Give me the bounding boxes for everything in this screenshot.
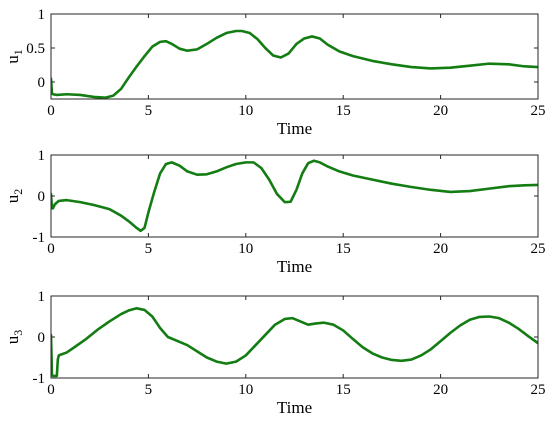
x-tick-label: 5 [145,382,153,398]
y-tick-label: 0 [38,75,46,91]
y-tick-label: 1 [38,289,46,305]
x-axis-label: Time [277,257,312,276]
y-axis-label: u3 [3,330,25,345]
x-tick-label: 0 [47,103,55,119]
x-axis-label: Time [277,119,312,138]
x-tick-label: 0 [47,382,55,398]
x-tick-label: 15 [336,103,351,119]
x-tick-label: 10 [238,382,253,398]
x-tick-label: 10 [238,241,253,257]
y-tick-label: -1 [33,230,46,246]
axes-frame [50,13,539,100]
y-axis-label: u1 [3,49,25,64]
series-line-1 [51,307,538,378]
x-tick-label: 20 [433,103,448,119]
series-line-1 [51,29,538,99]
y-tick-label: 1 [38,148,46,164]
y-tick-label: -1 [33,371,46,387]
x-tick-label: 5 [145,103,153,119]
subplot-1: 0 5 10 15 20 25 0 0.5 1 Time u1 [3,7,546,138]
y-axis-label: u2 [3,189,25,204]
x-tick-label: 10 [238,103,253,119]
x-tick-label: 5 [145,241,153,257]
x-tick-label: 20 [433,382,448,398]
series-line-1 [51,159,538,233]
x-tick-label: 25 [531,241,546,257]
y-tick-label: 1 [38,7,46,23]
y-tick-label: 0.5 [26,41,45,57]
x-tick-label: 25 [531,103,546,119]
x-tick-label: 25 [531,382,546,398]
x-axis-label: Time [277,398,312,417]
x-tick-label: 20 [433,241,448,257]
x-tick-label: 15 [336,382,351,398]
y-tick-label: 0 [38,189,46,205]
x-tick-label: 15 [336,241,351,257]
y-tick-label: 0 [38,330,46,346]
x-tick-label: 0 [47,241,55,257]
